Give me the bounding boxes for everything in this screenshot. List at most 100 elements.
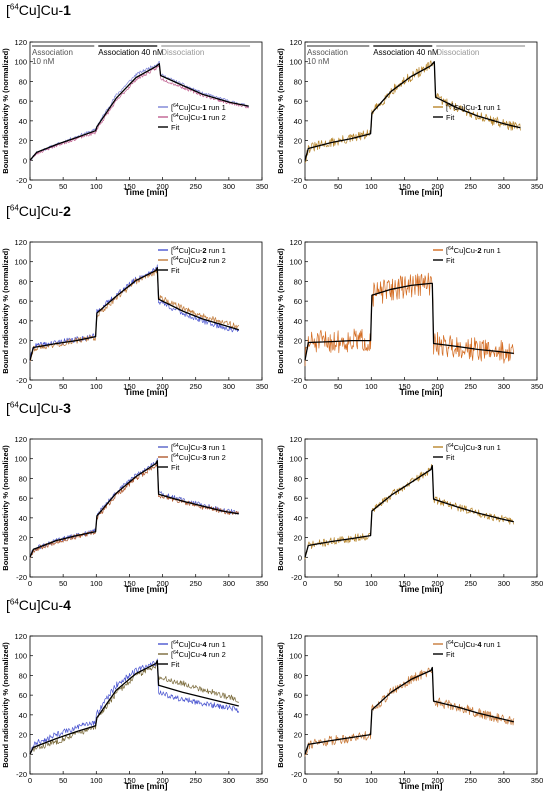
x-axis-label: Time [min] [125, 584, 168, 594]
x-tick-label: 300 [498, 776, 511, 785]
x-tick-label: 50 [334, 382, 342, 391]
legend-entry: [64Cu]Cu-2 run 2 [171, 256, 226, 265]
x-tick-label: 350 [531, 182, 544, 191]
x-tick-label: 300 [498, 182, 511, 191]
chart-panel-c: -20 0 20 40 60 80 100 120 0 50 100 150 200 250 300 350 T… [0, 222, 275, 402]
y-tick-label: 80 [19, 671, 27, 680]
y-tick-label: 80 [294, 77, 302, 86]
chart-panel-h: -20 0 20 40 60 80 100 120 0 50 100 150 200 250 300 350 T… [275, 616, 550, 796]
series-line-run-1 [29, 658, 240, 756]
legend-entry: Fit [446, 650, 455, 659]
x-tick-label: 200 [431, 579, 444, 588]
legend-entry: Fit [171, 463, 180, 472]
x-tick-label: 150 [398, 382, 411, 391]
x-tick-label: 350 [256, 182, 269, 191]
phase-label: Association 10 nM [307, 48, 348, 66]
series-line-fit [304, 666, 514, 755]
x-tick-label: 50 [59, 776, 67, 785]
y-tick-label: 40 [19, 317, 27, 326]
plot-frame [29, 41, 263, 181]
x-tick-label: 50 [59, 382, 67, 391]
x-tick-label: 50 [334, 182, 342, 191]
x-tick-label: 0 [28, 382, 32, 391]
legend-entry: [64Cu]Cu-3 run 2 [171, 453, 226, 462]
y-tick-label: 100 [289, 652, 302, 661]
x-tick-label: 0 [28, 579, 32, 588]
y-tick-label: 40 [294, 317, 302, 326]
x-tick-label: 300 [223, 776, 236, 785]
y-tick-label: 100 [14, 58, 27, 67]
phase-label: Association 40 nM [373, 48, 439, 57]
section-heading-1: [64Cu]Cu-1 [6, 2, 71, 18]
legend-entry: [64Cu]Cu-1 run 1 [446, 103, 501, 112]
y-tick-label: 120 [289, 435, 302, 444]
y-tick-label: 60 [19, 691, 27, 700]
legend-entry: [64Cu]Cu-2 run 1 [171, 246, 226, 255]
plot-frame [29, 438, 263, 578]
x-tick-label: 50 [334, 776, 342, 785]
x-tick-label: 350 [531, 382, 544, 391]
y-axis-label: Bound radioactivity % (normalized) [276, 248, 285, 374]
plot-frame [304, 635, 538, 775]
x-tick-label: 200 [156, 182, 169, 191]
y-tick-label: 100 [289, 58, 302, 67]
y-tick-label: -20 [291, 770, 302, 779]
x-tick-label: 150 [123, 182, 136, 191]
y-tick-label: -20 [16, 573, 27, 582]
series-line-fit [304, 282, 514, 361]
y-tick-label: -20 [291, 573, 302, 582]
y-tick-label: 20 [294, 137, 302, 146]
series-line-fit [29, 460, 239, 558]
y-tick-label: 0 [23, 750, 27, 759]
x-tick-label: 100 [365, 382, 378, 391]
x-tick-label: 200 [156, 382, 169, 391]
y-tick-label: 80 [294, 474, 302, 483]
y-tick-label: 100 [14, 258, 27, 267]
plot-frame [29, 241, 263, 381]
legend-entry: Fit [171, 266, 180, 275]
series-line-run-1 [304, 463, 515, 560]
y-tick-label: 0 [23, 553, 27, 562]
y-tick-label: 60 [19, 494, 27, 503]
phase-label: Dissociation [161, 48, 204, 57]
y-tick-label: 80 [19, 474, 27, 483]
series-line-run-2 [29, 268, 240, 362]
x-tick-label: 150 [398, 776, 411, 785]
legend-entry: [64Cu]Cu-4 run 1 [171, 640, 226, 649]
legend-entry: Fit [171, 123, 180, 132]
y-tick-label: 20 [294, 534, 302, 543]
y-axis-label: Bound radioactivity % (normalized) [276, 445, 285, 571]
legend-entry: [64Cu]Cu-3 run 1 [171, 443, 226, 452]
series-line-fit [29, 63, 249, 161]
y-tick-label: 60 [294, 97, 302, 106]
y-axis-label: Bound radioactivity % (normalized) [276, 48, 285, 174]
chart-panel-d: -20 0 20 40 60 80 100 120 0 50 100 150 200 250 300 350 T… [275, 222, 550, 402]
x-tick-label: 100 [90, 579, 103, 588]
x-axis-label: Time [min] [400, 584, 443, 594]
series-line-run-1 [304, 272, 515, 367]
series-line-run-1 [304, 667, 515, 757]
y-tick-label: 120 [14, 38, 27, 47]
x-tick-label: 50 [59, 182, 67, 191]
y-tick-label: -20 [16, 176, 27, 185]
x-tick-label: 150 [398, 182, 411, 191]
y-axis-label: Bound radioactivity % (normalized) [1, 445, 10, 571]
section-heading-4: [64Cu]Cu-4 [6, 597, 71, 613]
x-tick-label: 250 [464, 776, 477, 785]
x-tick-label: 350 [531, 579, 544, 588]
series-line-fit [304, 464, 514, 558]
y-tick-label: 0 [298, 156, 302, 165]
y-tick-label: -20 [16, 376, 27, 385]
x-tick-label: 250 [189, 382, 202, 391]
x-axis-label: Time [min] [400, 781, 443, 791]
section-heading-3: [64Cu]Cu-3 [6, 400, 71, 416]
y-tick-label: 80 [294, 671, 302, 680]
y-tick-label: 20 [19, 534, 27, 543]
x-tick-label: 300 [498, 579, 511, 588]
y-tick-label: 0 [298, 553, 302, 562]
x-tick-label: 150 [123, 579, 136, 588]
